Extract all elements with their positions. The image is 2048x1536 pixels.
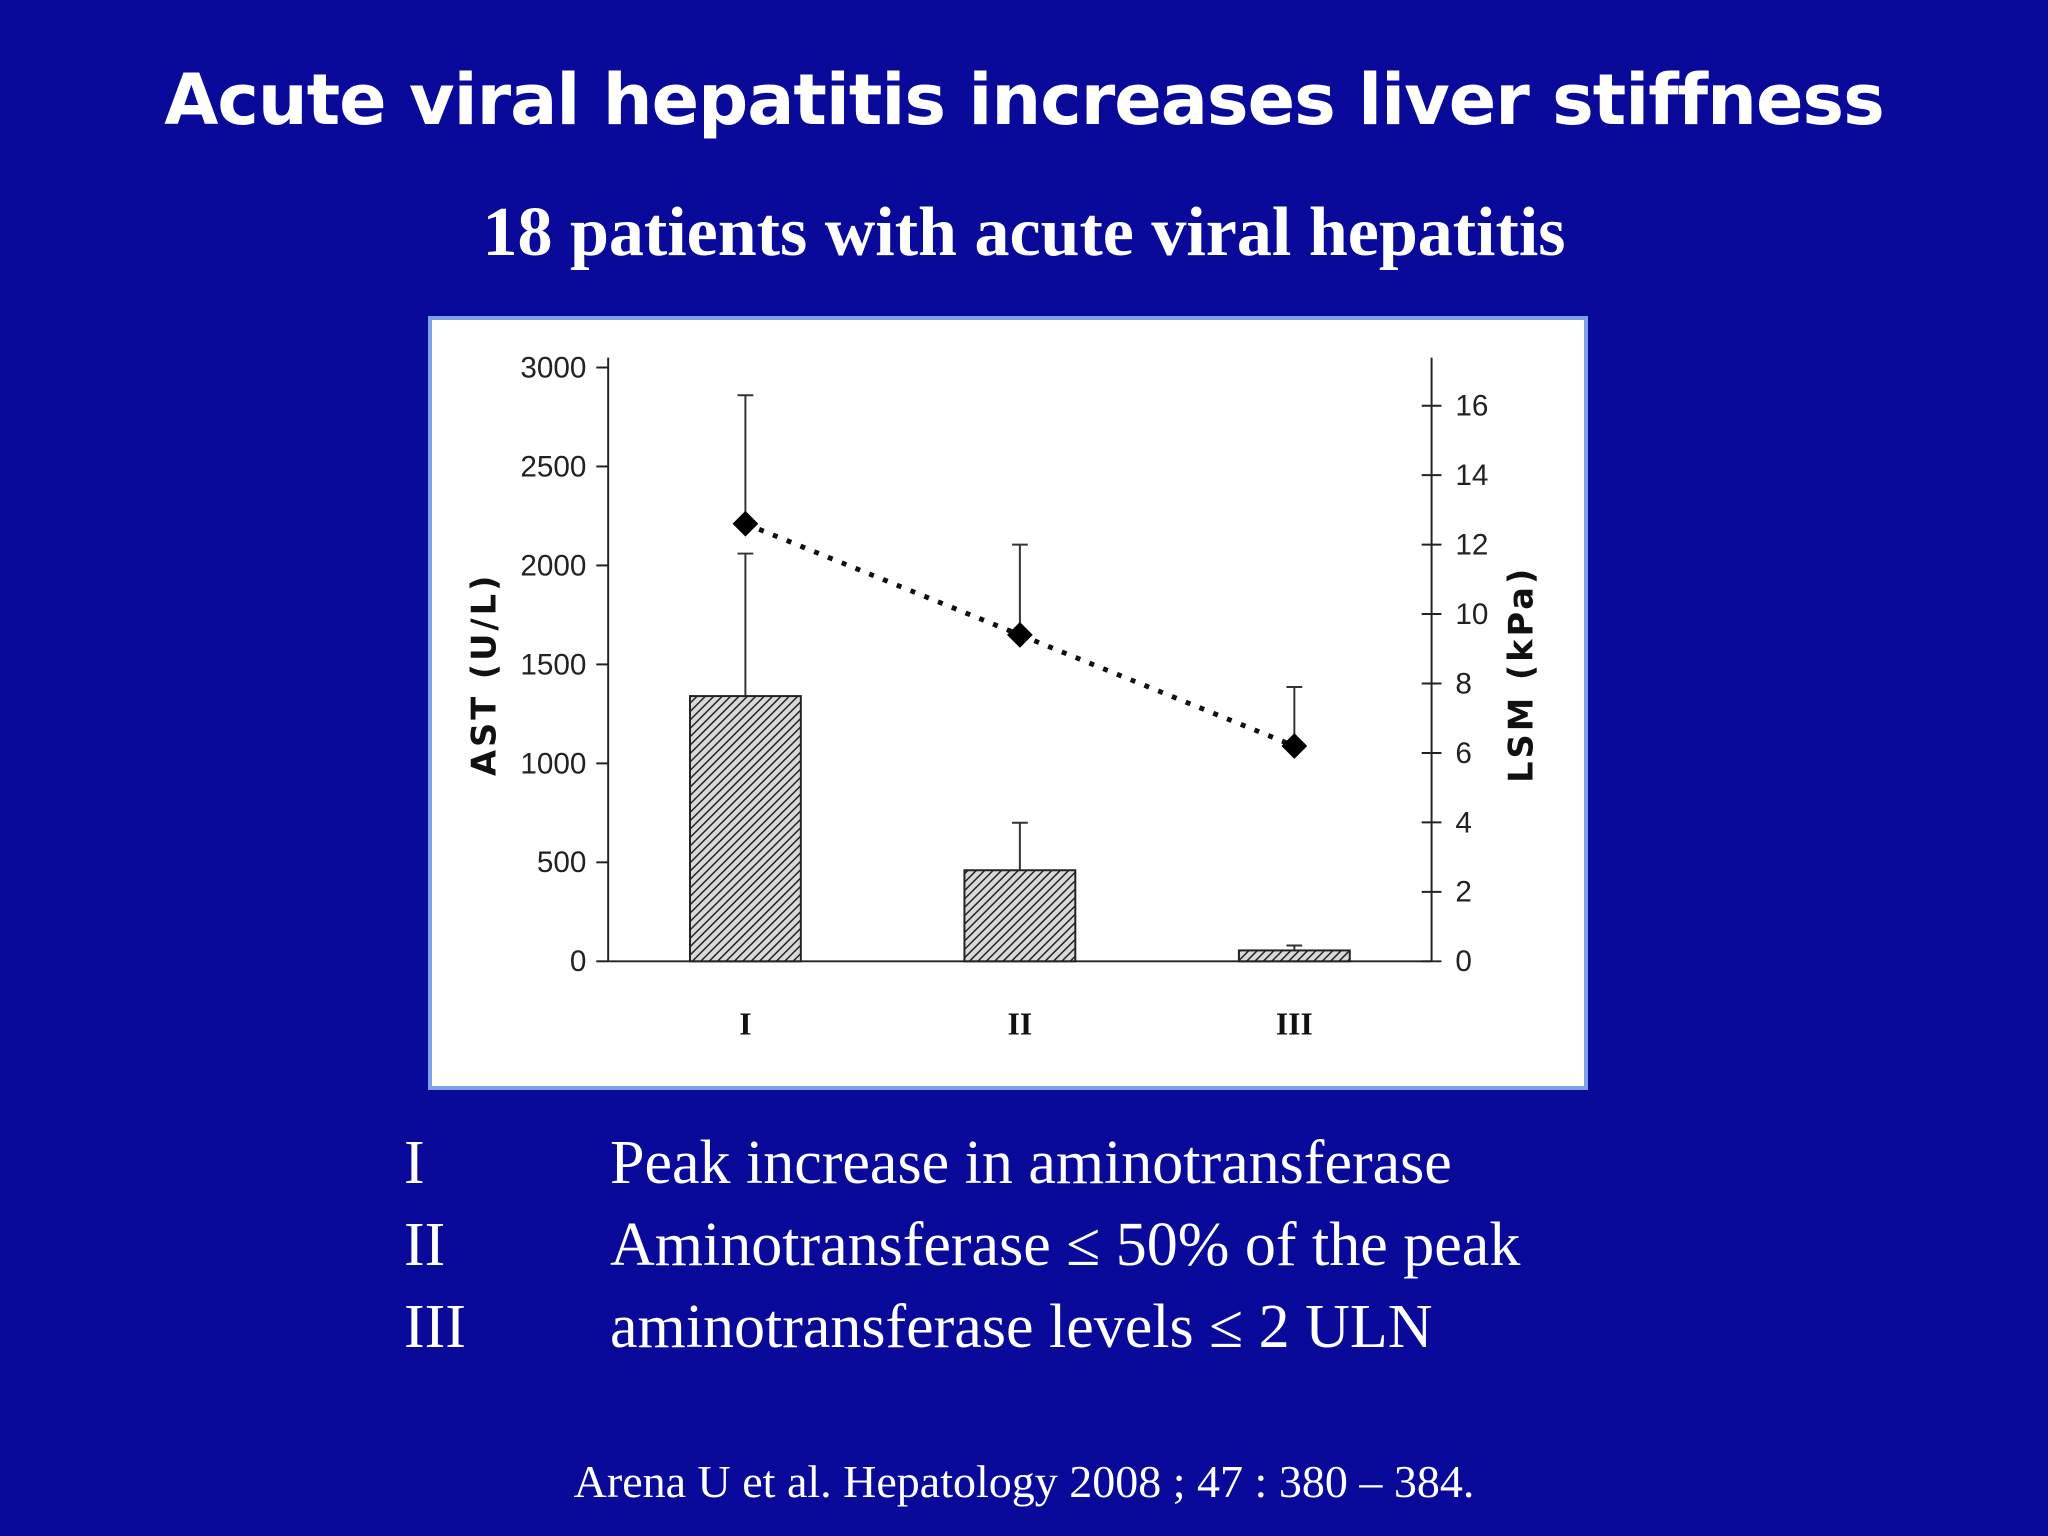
category-legend: I Peak increase in aminotransferase II A… <box>404 1122 1804 1368</box>
legend-code: I <box>404 1129 425 1197</box>
slide-title: Acute viral hepatitis increases liver st… <box>164 59 1885 141</box>
right-axis-tick-label: 12 <box>1455 528 1488 561</box>
right-axis-title: LSM (kPa) <box>1502 566 1541 783</box>
legend-row-ii: II Aminotransferase ≤ 50% of the peak <box>404 1204 1804 1286</box>
left-axis-tick-label: 0 <box>570 945 587 978</box>
right-axis-tick-label: 14 <box>1455 459 1488 492</box>
right-axis-tick-label: 4 <box>1455 806 1472 839</box>
left-axis-tick-label: 3000 <box>520 351 586 384</box>
lsm-point <box>732 510 759 537</box>
right-axis-tick-label: 6 <box>1455 737 1472 770</box>
left-axis-tick-label: 500 <box>537 846 587 879</box>
citation: Arena U et al. Hepatology 2008 ; 47 : 38… <box>573 1456 1475 1507</box>
left-axis-tick-label: 2000 <box>520 549 586 582</box>
legend-text: Aminotransferase ≤ 50% of the peak <box>610 1211 1521 1279</box>
left-axis-title: AST (U/L) <box>464 573 503 776</box>
legend-code: II <box>404 1211 446 1279</box>
lsm-point <box>1281 733 1308 759</box>
left-axis-tick-label: 2500 <box>520 450 586 483</box>
lsm-point <box>1007 622 1033 648</box>
category-label: I <box>739 1007 751 1042</box>
right-axis-tick-label: 8 <box>1455 667 1472 700</box>
bar <box>1237 949 1351 963</box>
right-axis-tick-label: 16 <box>1455 390 1488 423</box>
category-label: III <box>1276 1007 1313 1042</box>
legend-text: Peak increase in aminotransferase <box>610 1129 1452 1197</box>
bar <box>688 695 802 963</box>
category-label: II <box>1008 1007 1033 1042</box>
chart-panel: 0 500 1000 1500 2000 2500 3000 0 2 4 6 8 10 12 14 16 AST… <box>428 316 1588 1090</box>
legend-text: aminotransferase levels ≤ 2 ULN <box>610 1293 1433 1361</box>
left-axis-tick-label: 1500 <box>520 648 586 681</box>
right-axis-tick-label: 0 <box>1455 945 1472 978</box>
legend-row-iii: III aminotransferase levels ≤ 2 ULN <box>404 1286 1804 1368</box>
slide-subtitle: 18 patients with acute viral hepatitis <box>482 194 1566 271</box>
chart: 0 500 1000 1500 2000 2500 3000 0 2 4 6 8 10 12 14 16 AST… <box>464 351 1541 1042</box>
lsm-line <box>744 521 1296 749</box>
right-axis-tick-label: 10 <box>1455 598 1488 631</box>
right-axis-tick-label: 2 <box>1455 876 1472 909</box>
left-axis-tick-label: 1000 <box>520 747 586 780</box>
legend-row-i: I Peak increase in aminotransferase <box>404 1122 1804 1204</box>
legend-code: III <box>404 1293 466 1361</box>
bar <box>963 869 1077 963</box>
